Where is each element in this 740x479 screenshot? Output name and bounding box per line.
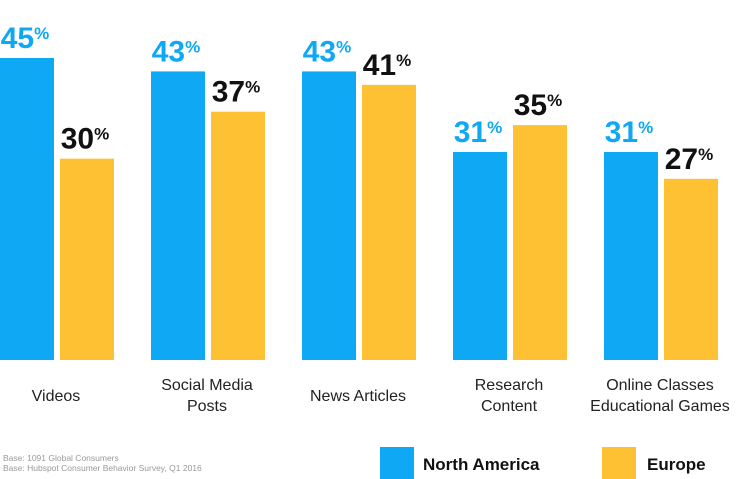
bars-group: [0, 58, 718, 360]
value-label-europe-research-content: 35%: [514, 89, 563, 122]
note-base: Base: 1091 Global Consumers: [3, 453, 119, 463]
legend-swatch-europe: [602, 447, 636, 479]
category-label-news-articles: News Articles: [310, 388, 406, 405]
legend-swatch-north-america: [380, 447, 414, 479]
bar-north-america-social-media-posts: [151, 71, 205, 360]
bar-north-america-news-articles: [302, 71, 356, 360]
value-label-north-america-social-media-posts: 43%: [152, 35, 201, 68]
category-label-social-media-posts: Social Media Posts: [161, 377, 253, 415]
legend-label-north-america: North America: [423, 455, 540, 474]
note-source: Base: Hubspot Consumer Behavior Survey, …: [3, 463, 202, 473]
category-label-videos: Videos: [32, 388, 81, 405]
bar-europe-news-articles: [362, 84, 416, 360]
bar-europe-online-classes-educational-games: [664, 178, 718, 360]
category-label-online-classes-educational-games: Online Classes Educational Games: [590, 377, 730, 415]
source-notes: Base: 1091 Global Consumers Base: Hubspo…: [3, 453, 202, 473]
value-label-europe-news-articles: 41%: [363, 49, 412, 82]
value-label-europe-social-media-posts: 37%: [212, 76, 261, 109]
value-label-north-america-videos: 45%: [1, 22, 50, 55]
value-label-north-america-research-content: 31%: [454, 116, 503, 149]
bar-europe-social-media-posts: [211, 111, 265, 360]
bar-north-america-online-classes-educational-games: [604, 151, 658, 360]
legend-label-europe: Europe: [647, 455, 706, 474]
value-label-north-america-news-articles: 43%: [303, 35, 352, 68]
value-label-north-america-online-classes-educational-games: 31%: [605, 116, 654, 149]
value-labels-group: 45% 30% 43% 37% 43% 41% 31% 35% 31% 27%: [1, 22, 714, 176]
bar-europe-videos: [60, 158, 114, 360]
bar-north-america-research-content: [453, 151, 507, 360]
bar-europe-research-content: [513, 125, 567, 360]
category-labels-group: Videos Social Media Posts News Articles Rese…: [32, 377, 730, 415]
legend: North America Europe: [380, 447, 706, 479]
bar-north-america-videos: [0, 58, 54, 360]
category-label-research-content: Research Content: [475, 377, 543, 415]
value-label-europe-online-classes-educational-games: 27%: [665, 143, 714, 176]
value-label-europe-videos: 30%: [61, 123, 110, 156]
